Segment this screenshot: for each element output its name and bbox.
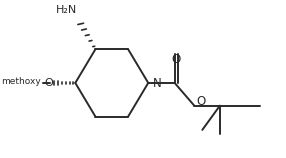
Text: methoxy: methoxy: [2, 77, 41, 86]
Text: O: O: [172, 53, 181, 66]
Text: O: O: [197, 95, 206, 108]
Text: O: O: [44, 78, 53, 88]
Text: N: N: [153, 77, 162, 90]
Text: H₂N: H₂N: [56, 5, 77, 15]
